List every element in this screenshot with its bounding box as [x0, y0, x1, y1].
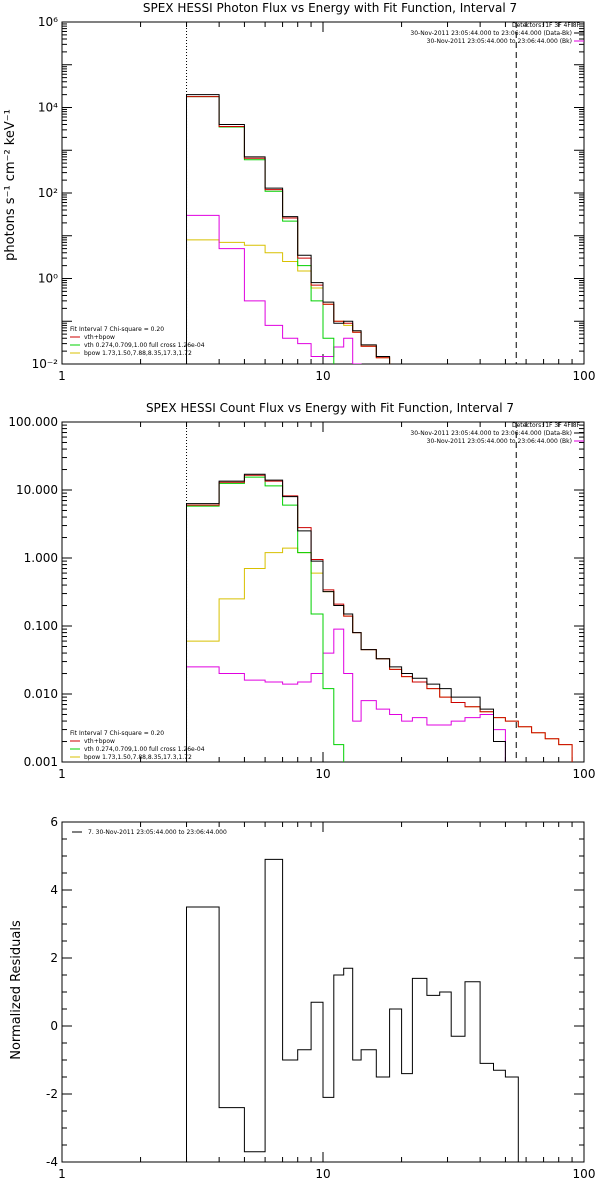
photon-legend-line-1: 30-Nov-2011 23:05:44.000 to 23:06:44.000… [410, 30, 572, 37]
photon-flux-panel: SPEX HESSI Photon Flux vs Energy with Fi… [3, 1, 596, 383]
count-legend-line-1: 30-Nov-2011 23:05:44.000 to 23:06:44.000… [410, 430, 572, 437]
photon-bpow-histogram [186, 239, 391, 364]
photon-legend-line-2: 30-Nov-2011 23:05:44.000 to 23:06:44.000… [427, 38, 572, 45]
count-y-tick-label: 0.100 [24, 619, 58, 633]
photon-fit-line-1: vth+bpow [84, 334, 115, 341]
count-x-tick-label: 10 [315, 767, 330, 781]
photon-flux-title: SPEX HESSI Photon Flux vs Energy with Fi… [143, 1, 517, 15]
photon-y-tick-label: 10⁻² [32, 357, 59, 371]
count-y-tick-label: 100.000 [8, 415, 58, 429]
photon-data-histogram [186, 94, 391, 364]
photon-x-tick-label: 10 [315, 369, 330, 383]
count-y-tick-label: 10.000 [16, 483, 58, 497]
count-fit-line-3: bpow 1.73,1.50,7.88,8.35,17.3,1.72 [84, 754, 192, 761]
residuals-y-tick-label: 4 [50, 883, 58, 897]
count-x-tick-label: 1 [58, 767, 66, 781]
residuals-panel: Normalized Residuals 7. 30-Nov-2011 23:0… [9, 815, 595, 1181]
residuals-y-tick-label: 2 [50, 951, 58, 965]
residuals-y-tick-label: 6 [50, 815, 58, 829]
residuals-y-tick-label: -4 [46, 1155, 58, 1169]
photon-vth-histogram [186, 96, 335, 364]
residuals-y-tick-label: -2 [46, 1087, 58, 1101]
count-fit-line-0: Fit Interval 7 Chi-square = 0.20 [70, 730, 164, 737]
count-bkg-histogram [186, 628, 506, 762]
photon-x-tick-label: 100 [573, 369, 596, 383]
count-y-tick-label: 1.000 [24, 551, 58, 565]
residuals-y-tick-label: 0 [50, 1019, 58, 1033]
count-y-tick-label: 0.001 [24, 755, 58, 769]
count-y-tick-label: 0.010 [24, 687, 58, 701]
photon-y-tick-label: 10⁰ [38, 272, 58, 286]
count-flux-title: SPEX HESSI Count Flux vs Energy with Fit… [146, 401, 514, 415]
residuals-x-tick-label: 100 [573, 1167, 596, 1181]
residuals-data-histogram [186, 858, 519, 1162]
count-fit-line-1: vth+bpow [84, 738, 115, 745]
count-legend-line-0: Detectors: 1F 3F 4F 8F [512, 422, 581, 429]
photon-legend-line-0: Detectors: 1F 3F 4F 8F [512, 22, 581, 29]
photon-x-tick-label: 1 [58, 369, 66, 383]
residuals-legend-text: 7. 30-Nov-2011 23:05:44.000 to 23:06:44.… [88, 829, 227, 836]
photon-y-tick-label: 10⁴ [38, 101, 58, 115]
photon-total-histogram [186, 96, 391, 364]
count-total-histogram [186, 474, 573, 762]
count-x-tick-label: 100 [573, 767, 596, 781]
count-flux-panel: SPEX HESSI Count Flux vs Energy with Fit… [8, 401, 596, 781]
photon-y-tick-label: 10² [38, 186, 58, 200]
residuals-x-tick-label: 1 [58, 1167, 66, 1181]
residuals-plot-frame [61, 821, 585, 1163]
count-legend-line-2: 30-Nov-2011 23:05:44.000 to 23:06:44.000… [427, 438, 572, 445]
photon-fit-line-2: vth 0.274,0.709,1.00 full cross 1.26e-04 [84, 342, 205, 349]
residuals-ylabel: Normalized Residuals [9, 920, 24, 1060]
count-vth-histogram [186, 476, 345, 762]
photon-fit-line-0: Fit Interval 7 Chi-square = 0.20 [70, 326, 164, 333]
photon-flux-ylabel: photons s⁻¹ cm⁻² keV⁻¹ [3, 109, 18, 261]
photon-bkg-histogram [186, 214, 362, 364]
residuals-x-tick-label: 10 [315, 1167, 330, 1181]
photon-fit-line-3: bpow 1.73,1.50,7.88,8.35,17.3,1.72 [84, 350, 192, 357]
count-data-histogram [186, 473, 506, 762]
photon-y-tick-label: 10⁶ [38, 15, 58, 29]
count-fit-line-2: vth 0.274,0.709,1.00 full cross 1.26e-04 [84, 746, 205, 753]
